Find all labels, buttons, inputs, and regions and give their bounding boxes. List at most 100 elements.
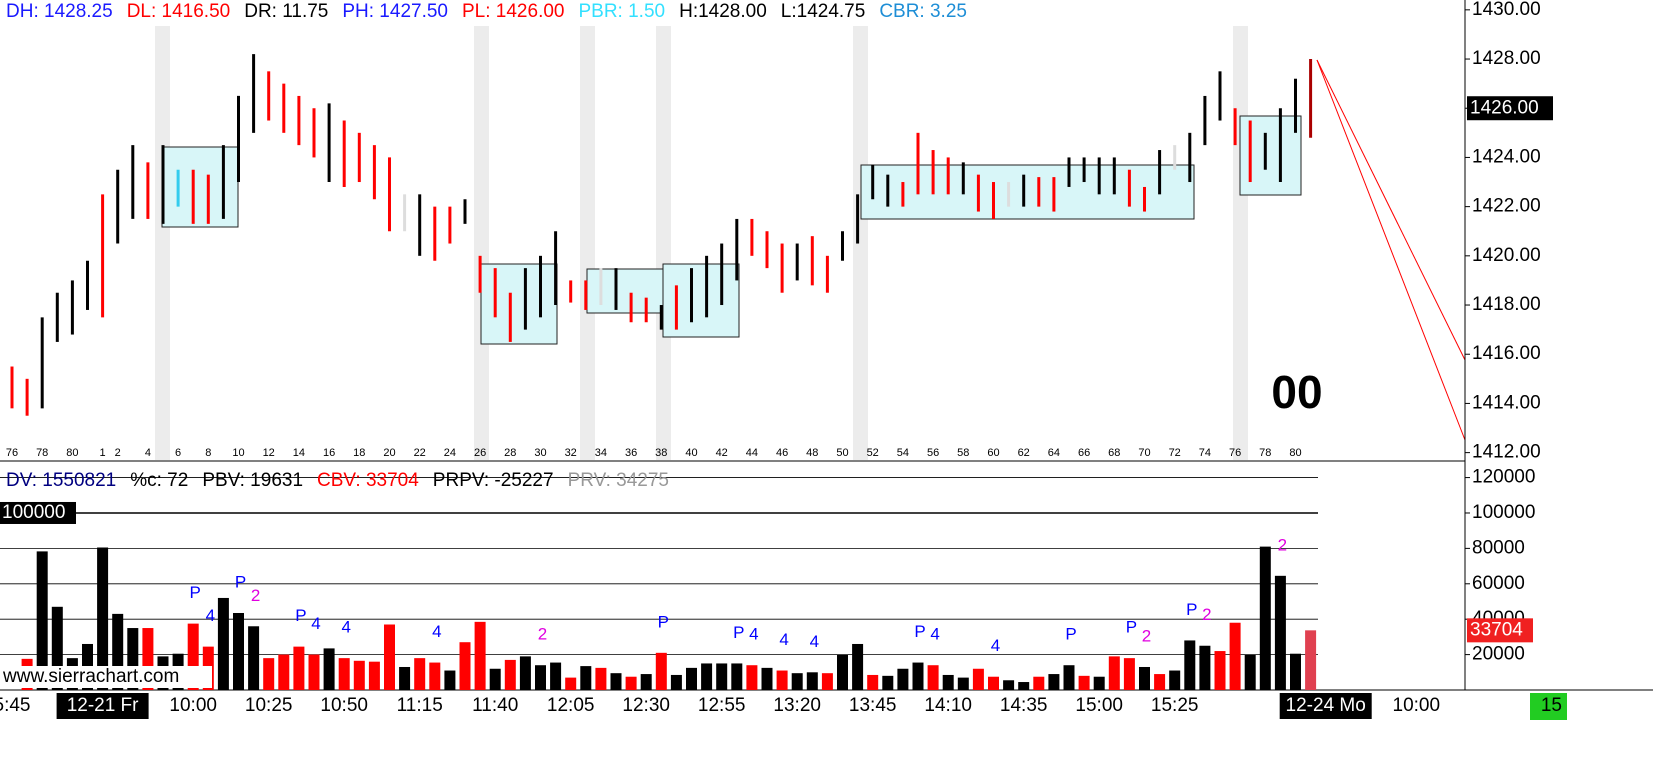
volume-bar	[610, 673, 622, 690]
volume-bar	[716, 663, 728, 690]
bar-number-label: 32	[565, 447, 577, 459]
time-label: 10:00	[169, 695, 217, 716]
bar-number-label: 10	[232, 447, 244, 459]
volume-bar	[1154, 674, 1166, 690]
bar-number-label: 38	[655, 447, 667, 459]
bar-number-label: 50	[836, 447, 848, 459]
last-volume-label: 33704	[1470, 619, 1523, 640]
bar-number-label: 28	[504, 447, 516, 459]
bar-number-label: 26	[474, 447, 486, 459]
bar-number-label: 12	[263, 447, 275, 459]
bar-number-label: 46	[776, 447, 788, 459]
volume-bar	[489, 668, 501, 690]
volume-bar	[852, 643, 864, 690]
volume-bar	[504, 659, 516, 690]
y-tick-label: 1414.00	[1472, 392, 1541, 413]
volume-bar	[1199, 645, 1211, 690]
volume-bar	[187, 623, 199, 690]
volume-bar	[1123, 658, 1135, 690]
volume-bar	[323, 648, 335, 690]
projection-line	[1316, 59, 1466, 361]
volume-bar	[882, 675, 894, 690]
bar-number-label: 4	[145, 447, 151, 459]
y-tick-label: 1412.00	[1472, 442, 1541, 463]
y-tick-label: 1424.00	[1472, 146, 1541, 167]
bar-number-label: 14	[293, 447, 305, 459]
volume-bar	[1229, 622, 1241, 690]
volume-bar	[1305, 630, 1317, 690]
bar-number-label: 68	[1108, 447, 1120, 459]
volume-bar	[746, 665, 758, 690]
volume-bar	[867, 674, 879, 690]
y-tick-label: 1418.00	[1472, 294, 1541, 315]
volume-bar	[776, 670, 788, 690]
annotation: 00	[1271, 366, 1322, 418]
bar-number-label: 54	[897, 447, 909, 459]
volume-bar	[942, 674, 954, 690]
bar-number-label: 70	[1138, 447, 1150, 459]
signal-marker: P	[733, 623, 744, 642]
status: 15	[1541, 695, 1562, 716]
volume-bar	[459, 642, 471, 690]
signal-marker: 4	[311, 614, 320, 633]
price-header: DH: 1428.25 DL: 1416.50 DR: 11.75 PH: 1427.…	[6, 1, 967, 23]
volume-bar	[519, 656, 531, 690]
volume-bar	[1003, 680, 1015, 690]
session-bands	[155, 26, 1248, 460]
level-box	[0, 501, 76, 524]
header-item: PH: 1427.50	[342, 1, 448, 22]
volume-bar	[535, 665, 546, 690]
y-tick-label: 100000	[1472, 502, 1535, 523]
volume-bar	[51, 606, 63, 690]
last-price-label: 1426.00	[1470, 97, 1539, 118]
volume-bar	[127, 628, 139, 690]
volume-bar	[1259, 546, 1271, 690]
bar-number-label: 80	[1289, 447, 1301, 459]
volume-bar	[112, 613, 124, 690]
signal-marker: 2	[251, 586, 260, 605]
volume-bar	[1093, 676, 1105, 690]
volume-bar	[1274, 575, 1286, 690]
bar-number-label: 52	[867, 447, 879, 459]
volume-bar	[233, 612, 244, 690]
volume-bar	[217, 597, 229, 690]
signal-marker: P	[1186, 600, 1197, 619]
bar-number-label: 72	[1169, 447, 1181, 459]
signal-marker: P	[1065, 625, 1076, 644]
volume-bar	[338, 658, 350, 690]
volume-bar	[142, 628, 154, 690]
volume-bar	[625, 676, 637, 690]
y-tick-label: 1430.00	[1472, 0, 1541, 20]
volume-bar	[384, 624, 395, 690]
bar-number-label: 56	[927, 447, 939, 459]
y-tick-label: 1428.00	[1472, 48, 1541, 69]
volume-bar	[837, 654, 848, 690]
volume-bar	[1063, 665, 1075, 690]
signal-marker: 2	[1142, 626, 1151, 645]
watermark-bg	[0, 666, 212, 688]
volume-bar	[278, 654, 290, 690]
date-box	[56, 693, 149, 719]
volume-bar	[821, 673, 833, 690]
header-item: PL: 1426.00	[462, 1, 565, 22]
volume-bar	[308, 654, 320, 690]
volume-bar	[731, 663, 743, 690]
y-tick-label: 1420.00	[1472, 245, 1541, 266]
time-label: 15:25	[1151, 695, 1199, 716]
bar-number-label: 18	[353, 447, 365, 459]
signal-marker: 4	[206, 606, 215, 625]
volume-bar	[474, 621, 486, 690]
header-item: DV: 1550821	[6, 470, 117, 491]
volume-bar	[1033, 676, 1045, 690]
time-label: 14:35	[1000, 695, 1048, 716]
time-label: 12:55	[698, 695, 746, 716]
time-label: 10:50	[320, 695, 368, 716]
time-label: 13:45	[849, 695, 897, 716]
header-item: H:1428.00	[679, 1, 767, 22]
time-label: 11:40	[472, 695, 518, 716]
marks: 1430.00 1428.00 1426.00 1424.00 1422.00 1420.…	[0, 0, 1567, 720]
volume-bar	[806, 672, 818, 690]
bar-number-label: 66	[1078, 447, 1090, 459]
bar-number-label: 1	[100, 447, 106, 459]
